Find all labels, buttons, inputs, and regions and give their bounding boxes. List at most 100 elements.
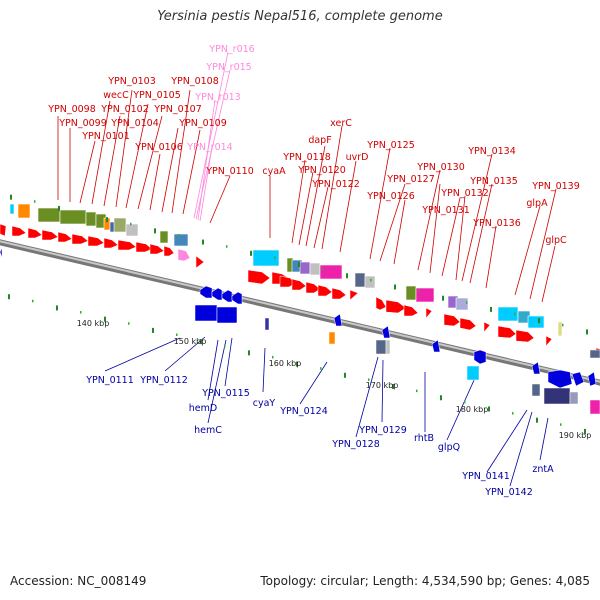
forward-gene-boxes	[9, 203, 563, 337]
scale-dot	[202, 239, 204, 245]
scale-tick-label: 160 kbp	[269, 359, 302, 368]
scale-dot	[34, 200, 36, 203]
scale-dot	[226, 245, 228, 248]
forward-gene-arrows	[0, 223, 600, 359]
forward-gene-label: YPN_0130	[416, 162, 465, 173]
forward-gene-label: dapF	[308, 135, 331, 146]
forward-gene-label: YPN_0136	[472, 218, 521, 229]
scale-dot	[368, 378, 370, 381]
scale-dot	[488, 406, 490, 412]
scale-dot	[322, 267, 324, 271]
scale-dot	[200, 339, 202, 345]
forward-gene-label: cyaA	[262, 166, 286, 177]
scale-dot	[8, 294, 10, 300]
scale-dot	[128, 322, 130, 325]
scale-dot	[418, 290, 420, 293]
scale-dot	[274, 256, 276, 259]
forward-gene-label: YPN_0099	[58, 118, 107, 129]
scale-dot	[56, 305, 58, 311]
scale-dot	[538, 318, 540, 324]
scale-tick-label: 150 kbp	[174, 337, 207, 346]
scale-dot	[416, 389, 418, 393]
scale-dots	[8, 194, 588, 434]
reverse-gene-label: YPN_0115	[201, 388, 250, 399]
scale-dot	[80, 311, 82, 314]
scale-dot	[154, 228, 156, 234]
forward-gene-label: YPN_0103	[107, 76, 156, 87]
forward-gene-label: YPN_0118	[282, 152, 331, 163]
scale-dot	[248, 350, 250, 356]
forward-gene-label: YPN_0109	[178, 118, 227, 129]
reverse-gene-label: rhtB	[414, 433, 434, 444]
genome-title: Yersinia pestis Nepal516, complete genom…	[157, 9, 443, 24]
scale-dot	[104, 316, 106, 322]
forward-gene-label: glpA	[526, 198, 548, 209]
scale-dot	[130, 222, 132, 226]
scale-dot	[178, 233, 180, 237]
scale-dot	[490, 306, 492, 312]
topology-label: Topology: circular; Length: 4,534,590 bp…	[260, 574, 590, 588]
scale-dot	[272, 355, 274, 359]
scale-dot	[514, 312, 516, 316]
forward-gene-label: YPN_r016	[208, 44, 254, 55]
forward-gene-label: YPN_0104	[110, 118, 159, 129]
reverse-gene-features	[0, 247, 600, 415]
scale-tick-label: 190 kbp	[559, 431, 592, 440]
forward-gene-label: YPN_0102	[100, 104, 149, 115]
scale-dot	[152, 327, 154, 333]
forward-gene-label: YPN_r014	[186, 142, 232, 153]
scale-dot	[224, 344, 226, 348]
label-leader-lines	[57, 51, 557, 487]
reverse-gene-label: cyaY	[253, 398, 276, 409]
forward-gene-label: YPN_0134	[467, 146, 516, 157]
reverse-gene-label: hemD	[189, 403, 217, 414]
forward-gene-label: uvrD	[346, 152, 369, 163]
scale-dot	[82, 211, 84, 215]
scale-dot	[512, 412, 514, 415]
forward-gene-label: YPN_0127	[386, 174, 435, 185]
scale-dot	[58, 205, 60, 211]
scale-dot	[250, 250, 252, 256]
reverse-gene-label: zntA	[532, 464, 554, 475]
scale-dot	[106, 217, 108, 223]
scale-ticks: 140 kbp 150 kbp 160 kbp 170 kbp 180 kbp 190 k…	[77, 319, 592, 440]
scale-tick-label: 180 kbp	[456, 405, 489, 414]
forward-gene-label: YPN_0125	[366, 140, 415, 151]
accession-label: Accession: NC_008149	[10, 574, 147, 588]
forward-gene-label: YPN_r013	[194, 92, 240, 103]
scale-dot	[298, 262, 300, 268]
reverse-gene-label: glpQ	[438, 442, 460, 453]
scale-dot	[320, 367, 322, 370]
reverse-gene-label: YPN_0128	[331, 439, 380, 450]
scale-dot	[560, 423, 562, 426]
scale-dot	[32, 299, 34, 303]
scale-dot	[176, 333, 178, 336]
scale-tick-label: 140 kbp	[77, 319, 110, 328]
scale-tick-label: 170 kbp	[366, 381, 399, 390]
reverse-gene-label: YPN_0112	[139, 375, 188, 386]
scale-dot	[10, 194, 12, 200]
genome-backbone	[0, 239, 600, 386]
scale-dot	[586, 329, 588, 335]
forward-gene-label: xerC	[330, 118, 352, 129]
forward-gene-label: YPN_0106	[134, 142, 183, 153]
forward-gene-label: YPN_0105	[132, 90, 181, 101]
forward-gene-label: YPN_0110	[205, 166, 254, 177]
scale-dot	[394, 284, 396, 290]
forward-gene-label: YPN_0108	[170, 76, 219, 87]
forward-gene-label: YPN_0122	[311, 179, 360, 190]
reverse-gene-label: YPN_0111	[85, 375, 134, 386]
reverse-gene-label: YPN_0129	[358, 425, 407, 436]
forward-gene-label: YPN_0131	[421, 205, 470, 216]
scale-dot	[584, 428, 586, 434]
reverse-gene-label: YPN_0142	[484, 487, 533, 498]
reverse-gene-label: YPN_0124	[279, 406, 328, 417]
scale-dot	[442, 295, 444, 301]
forward-gene-label: YPN_0120	[297, 165, 346, 176]
forward-gene-label: YPN_0139	[531, 181, 580, 192]
scale-dot	[440, 395, 442, 401]
